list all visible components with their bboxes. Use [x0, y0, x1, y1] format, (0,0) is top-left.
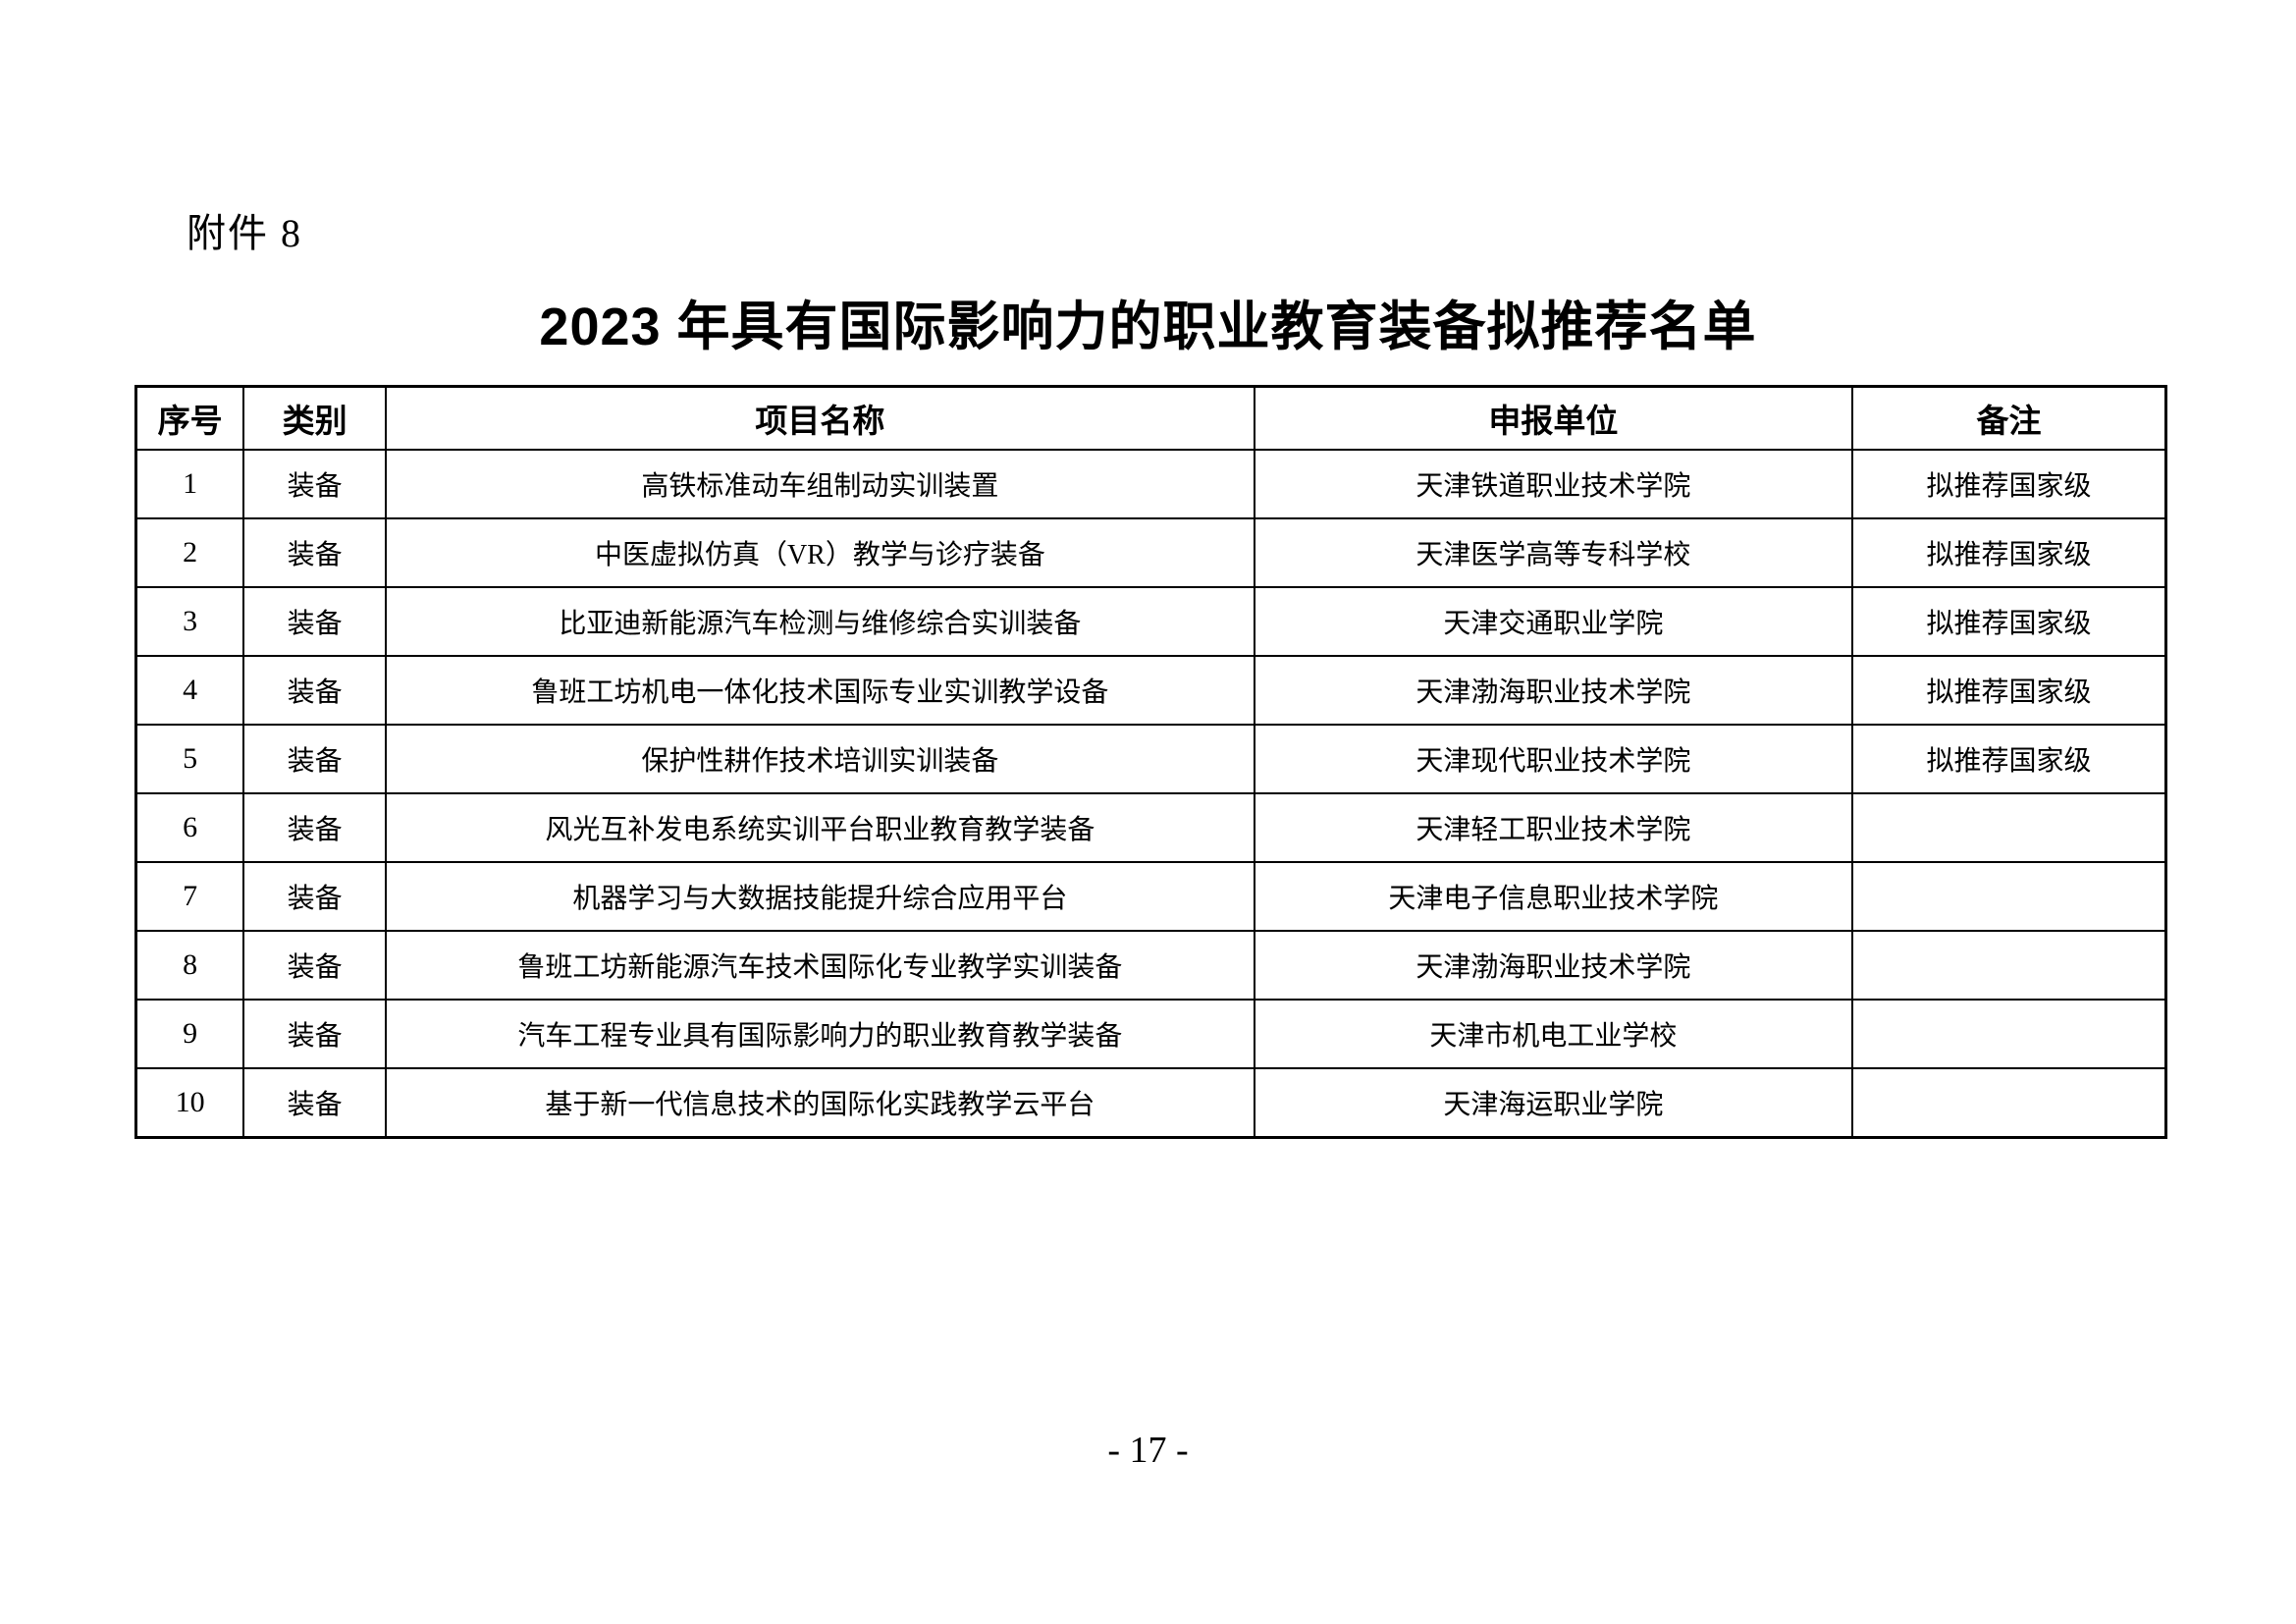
cell-project: 基于新一代信息技术的国际化实践教学云平台: [385, 1067, 1255, 1139]
cell-project: 风光互补发电系统实训平台职业教育教学装备: [385, 792, 1255, 863]
recommendation-table: 序号 类别 项目名称 申报单位 备注 1 装备 高铁标准动车组制动实训装置 天津…: [134, 385, 2167, 1139]
column-header-category: 类别: [242, 385, 388, 451]
table-row: 9 装备 汽车工程专业具有国际影响力的职业教育教学装备 天津市机电工业学校: [134, 999, 2167, 1069]
table-row: 2 装备 中医虚拟仿真（VR）教学与诊疗装备 天津医学高等专科学校 拟推荐国家级: [134, 517, 2167, 588]
cell-no: 10: [134, 1067, 245, 1139]
cell-remark: [1850, 1067, 2167, 1139]
cell-remark: 拟推荐国家级: [1850, 655, 2167, 726]
cell-project: 汽车工程专业具有国际影响力的职业教育教学装备: [385, 999, 1255, 1069]
page-title: 2023 年具有国际影响力的职业教育装备拟推荐名单: [539, 298, 1757, 356]
cell-project: 中医虚拟仿真（VR）教学与诊疗装备: [385, 517, 1255, 588]
cell-remark: 拟推荐国家级: [1850, 724, 2167, 794]
cell-category: 装备: [242, 655, 388, 726]
table-row: 3 装备 比亚迪新能源汽车检测与维修综合实训装备 天津交通职业学院 拟推荐国家级: [134, 586, 2167, 657]
cell-project: 高铁标准动车组制动实训装置: [385, 449, 1255, 519]
cell-unit: 天津渤海职业技术学院: [1253, 930, 1853, 1001]
cell-category: 装备: [242, 724, 388, 794]
cell-category: 装备: [242, 517, 388, 588]
table-header-row: 序号 类别 项目名称 申报单位 备注: [134, 385, 2167, 451]
cell-project: 鲁班工坊新能源汽车技术国际化专业教学实训装备: [385, 930, 1255, 1001]
cell-remark: 拟推荐国家级: [1850, 586, 2167, 657]
cell-no: 4: [134, 655, 245, 726]
cell-remark: 拟推荐国家级: [1850, 517, 2167, 588]
cell-unit: 天津现代职业技术学院: [1253, 724, 1853, 794]
table-row: 1 装备 高铁标准动车组制动实训装置 天津铁道职业技术学院 拟推荐国家级: [134, 449, 2167, 519]
cell-remark: [1850, 930, 2167, 1001]
table-row: 8 装备 鲁班工坊新能源汽车技术国际化专业教学实训装备 天津渤海职业技术学院: [134, 930, 2167, 1001]
cell-unit: 天津市机电工业学校: [1253, 999, 1853, 1069]
cell-category: 装备: [242, 1067, 388, 1139]
cell-project: 机器学习与大数据技能提升综合应用平台: [385, 861, 1255, 932]
page-number: - 17 -: [1107, 1430, 1189, 1471]
cell-project: 鲁班工坊机电一体化技术国际专业实训教学设备: [385, 655, 1255, 726]
cell-no: 3: [134, 586, 245, 657]
cell-unit: 天津电子信息职业技术学院: [1253, 861, 1853, 932]
table-row: 7 装备 机器学习与大数据技能提升综合应用平台 天津电子信息职业技术学院: [134, 861, 2167, 932]
cell-unit: 天津交通职业学院: [1253, 586, 1853, 657]
attachment-label: 附件 8: [187, 211, 302, 255]
cell-no: 2: [134, 517, 245, 588]
cell-remark: [1850, 861, 2167, 932]
cell-unit: 天津医学高等专科学校: [1253, 517, 1853, 588]
cell-no: 8: [134, 930, 245, 1001]
cell-no: 7: [134, 861, 245, 932]
cell-unit: 天津铁道职业技术学院: [1253, 449, 1853, 519]
column-header-remark: 备注: [1850, 385, 2167, 451]
cell-no: 1: [134, 449, 245, 519]
cell-remark: [1850, 999, 2167, 1069]
column-header-unit: 申报单位: [1253, 385, 1853, 451]
cell-category: 装备: [242, 861, 388, 932]
cell-category: 装备: [242, 930, 388, 1001]
table-row: 6 装备 风光互补发电系统实训平台职业教育教学装备 天津轻工职业技术学院: [134, 792, 2167, 863]
cell-category: 装备: [242, 792, 388, 863]
cell-no: 6: [134, 792, 245, 863]
cell-no: 5: [134, 724, 245, 794]
cell-category: 装备: [242, 999, 388, 1069]
column-header-no: 序号: [134, 385, 245, 451]
cell-project: 比亚迪新能源汽车检测与维修综合实训装备: [385, 586, 1255, 657]
cell-remark: 拟推荐国家级: [1850, 449, 2167, 519]
table-row: 10 装备 基于新一代信息技术的国际化实践教学云平台 天津海运职业学院: [134, 1067, 2167, 1139]
cell-unit: 天津海运职业学院: [1253, 1067, 1853, 1139]
cell-remark: [1850, 792, 2167, 863]
table-row: 5 装备 保护性耕作技术培训实训装备 天津现代职业技术学院 拟推荐国家级: [134, 724, 2167, 794]
table-row: 4 装备 鲁班工坊机电一体化技术国际专业实训教学设备 天津渤海职业技术学院 拟推…: [134, 655, 2167, 726]
cell-unit: 天津轻工职业技术学院: [1253, 792, 1853, 863]
cell-no: 9: [134, 999, 245, 1069]
column-header-project: 项目名称: [385, 385, 1255, 451]
cell-category: 装备: [242, 586, 388, 657]
cell-project: 保护性耕作技术培训实训装备: [385, 724, 1255, 794]
cell-unit: 天津渤海职业技术学院: [1253, 655, 1853, 726]
cell-category: 装备: [242, 449, 388, 519]
